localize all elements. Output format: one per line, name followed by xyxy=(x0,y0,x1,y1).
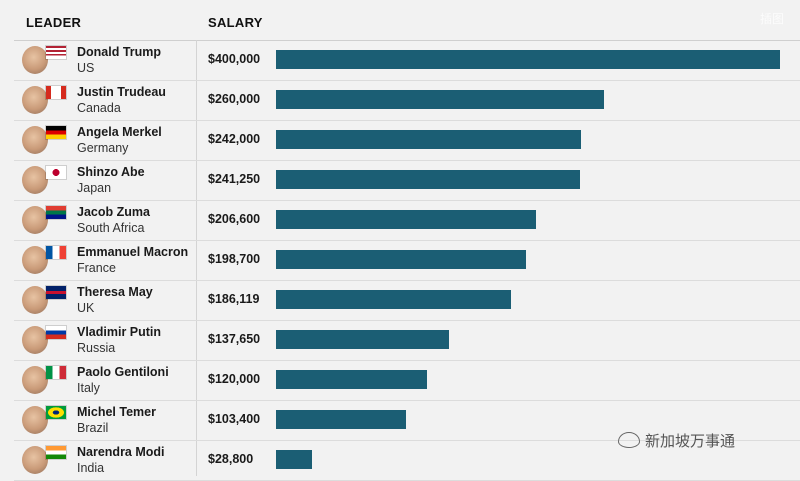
leader-portrait xyxy=(22,206,48,234)
flag-icon xyxy=(46,246,66,259)
leader-name: Emmanuel Macron xyxy=(77,245,189,259)
leader-portrait xyxy=(22,446,48,474)
salary-bar xyxy=(276,410,407,429)
table-row: Angela Merkel Germany $242,000 xyxy=(14,120,800,161)
table-row: Jacob Zuma South Africa $206,600 xyxy=(14,200,800,241)
leader-name: Theresa May xyxy=(77,285,153,299)
wechat-icon xyxy=(618,432,640,448)
leader-portrait xyxy=(22,246,48,274)
salary-label: $206,600 xyxy=(208,212,261,226)
leader-country: France xyxy=(77,261,116,275)
leader-column-header: LEADER xyxy=(26,15,82,30)
salary-label: $241,250 xyxy=(208,172,261,186)
column-divider xyxy=(196,40,197,476)
leader-country: Germany xyxy=(77,141,129,155)
leader-country: India xyxy=(77,461,105,475)
leader-name: Donald Trump xyxy=(77,45,162,59)
header-divider xyxy=(14,40,800,41)
table-row: Vladimir Putin Russia $137,650 xyxy=(14,320,800,361)
leader-country: Brazil xyxy=(77,421,109,435)
leader-portrait xyxy=(22,46,48,74)
salary-label: $186,119 xyxy=(208,292,260,306)
salary-bar xyxy=(276,210,537,229)
leader-country: South Africa xyxy=(77,221,145,235)
salary-bar xyxy=(276,170,580,189)
flag-icon xyxy=(46,406,66,419)
table-row: Donald Trump US $400,000 xyxy=(14,40,800,81)
salary-bar xyxy=(276,90,604,109)
leader-portrait xyxy=(22,326,48,354)
leader-country: Russia xyxy=(77,341,116,355)
leader-portrait xyxy=(22,286,48,314)
leader-portrait xyxy=(22,86,48,114)
salary-bar xyxy=(276,50,780,69)
salary-label: $120,000 xyxy=(208,372,261,386)
salary-column-header: SALARY xyxy=(208,15,263,30)
flag-icon xyxy=(46,206,66,219)
table-row: Theresa May UK $186,119 xyxy=(14,280,800,321)
leader-name: Narendra Modi xyxy=(77,445,165,459)
flag-icon xyxy=(46,126,66,139)
salary-label: $137,650 xyxy=(208,332,261,346)
leader-portrait xyxy=(22,406,48,434)
flag-icon xyxy=(46,46,66,59)
flag-icon xyxy=(46,286,66,299)
leader-name: Angela Merkel xyxy=(77,125,162,139)
leader-name: Justin Trudeau xyxy=(77,85,166,99)
table-row: Emmanuel Macron France $198,700 xyxy=(14,240,800,281)
table-row: Justin Trudeau Canada $260,000 xyxy=(14,80,800,121)
top-watermark: 插图 xyxy=(759,12,784,26)
salary-label: $242,000 xyxy=(208,132,261,146)
flag-icon xyxy=(46,366,66,379)
leader-name: Vladimir Putin xyxy=(77,325,162,339)
salary-label: $28,800 xyxy=(208,452,254,466)
salary-label: $400,000 xyxy=(208,52,261,66)
brand-watermark: 新加坡万事通 xyxy=(618,430,735,451)
salary-bar xyxy=(276,330,450,349)
brand-text: 新加坡万事通 xyxy=(645,433,736,450)
leader-name: Paolo Gentiloni xyxy=(77,365,169,379)
leader-name: Michel Temer xyxy=(77,405,156,419)
table-row: Shinzo Abe Japan $241,250 xyxy=(14,160,800,201)
leader-country: Italy xyxy=(77,381,100,395)
leader-country: Canada xyxy=(77,101,121,115)
flag-icon xyxy=(46,166,66,179)
leader-name: Shinzo Abe xyxy=(77,165,145,179)
flag-icon xyxy=(46,446,66,459)
table-row: Michel Temer Brazil $103,400 xyxy=(14,400,800,441)
salary-label: $198,700 xyxy=(208,252,261,266)
leader-portrait xyxy=(22,166,48,194)
salary-label: $260,000 xyxy=(208,92,261,106)
leader-country: US xyxy=(77,61,95,75)
salary-bar xyxy=(276,450,313,469)
leader-portrait xyxy=(22,126,48,154)
table-header: LEADER SALARY 插图 xyxy=(0,0,800,42)
salary-bar xyxy=(276,370,428,389)
flag-icon xyxy=(46,326,66,339)
salary-label: $103,400 xyxy=(208,412,261,426)
salary-bar xyxy=(276,130,581,149)
flag-icon xyxy=(46,86,66,99)
leader-country: Japan xyxy=(77,181,112,195)
table-row: Paolo Gentiloni Italy $120,000 xyxy=(14,360,800,401)
leader-portrait xyxy=(22,366,48,394)
salary-bar xyxy=(276,290,511,309)
leader-name: Jacob Zuma xyxy=(77,205,150,219)
leader-country: UK xyxy=(77,301,95,315)
salary-bar xyxy=(276,250,527,269)
